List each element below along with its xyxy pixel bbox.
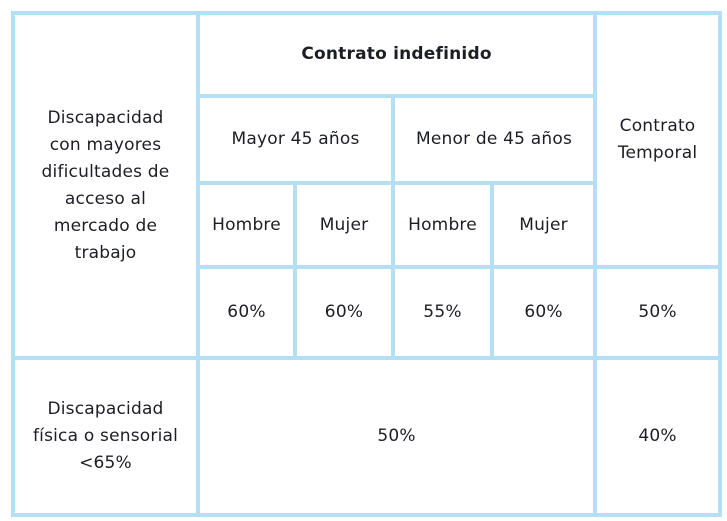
value-menor45-mujer: 60%	[489, 265, 598, 360]
value-menor45-hombre: 55%	[391, 265, 494, 360]
row-header-line: con mayores	[49, 134, 162, 155]
value-temporal-row1: 50%	[593, 265, 723, 360]
table-row: Discapacidad física o sensorial <65% 50%…	[11, 356, 723, 517]
header-menor-45: Menor de 45 años	[390, 94, 598, 185]
row-header-line: acceso al	[64, 188, 147, 209]
row-header-line: física o sensorial	[32, 426, 179, 446]
row-header-line: mercado de	[53, 215, 158, 236]
header-menor45-mujer: Mujer	[489, 181, 598, 269]
row-header-discapacidad-fisica: Discapacidad física o sensorial <65%	[11, 356, 200, 517]
value-indefinido-row2: 50%	[195, 356, 598, 517]
value-mayor45-mujer: 60%	[293, 265, 395, 360]
header-contrato-indefinido: Contrato indefinido	[195, 11, 598, 98]
header-mayor45-hombre: Hombre	[196, 181, 297, 269]
row-header-line: trabajo	[74, 242, 137, 263]
row-header-discapacidad-dificultades: Discapacidad con mayores dificultades de…	[11, 11, 200, 360]
row-header-line: Discapacidad	[47, 107, 164, 128]
table-row: 60% 60% 55% 60% 50%	[13, 265, 723, 360]
table-row: Hombre Mujer Hombre Mujer	[13, 181, 720, 269]
bonificaciones-table: Discapacidad con mayores dificultades de…	[11, 11, 723, 517]
value-mayor45-hombre: 60%	[196, 265, 297, 360]
row-header-line: <65%	[79, 453, 132, 473]
table-row: Discapacidad con mayores dificultades de…	[11, 11, 723, 360]
header-contrato-temporal: Contrato Temporal	[593, 11, 723, 269]
header-contrato-temporal-line: Temporal	[617, 143, 698, 163]
row-header-line: Discapacidad	[47, 399, 164, 419]
header-mayor-45: Mayor 45 años	[196, 94, 395, 185]
header-menor45-hombre: Hombre	[391, 181, 494, 269]
value-temporal-row2: 40%	[593, 356, 723, 517]
header-contrato-temporal-line: Contrato	[619, 116, 696, 136]
header-mayor45-mujer: Mujer	[293, 181, 395, 269]
table-row: Mayor 45 años Menor de 45 años	[13, 94, 720, 185]
row-header-line: dificultades de	[41, 161, 170, 182]
